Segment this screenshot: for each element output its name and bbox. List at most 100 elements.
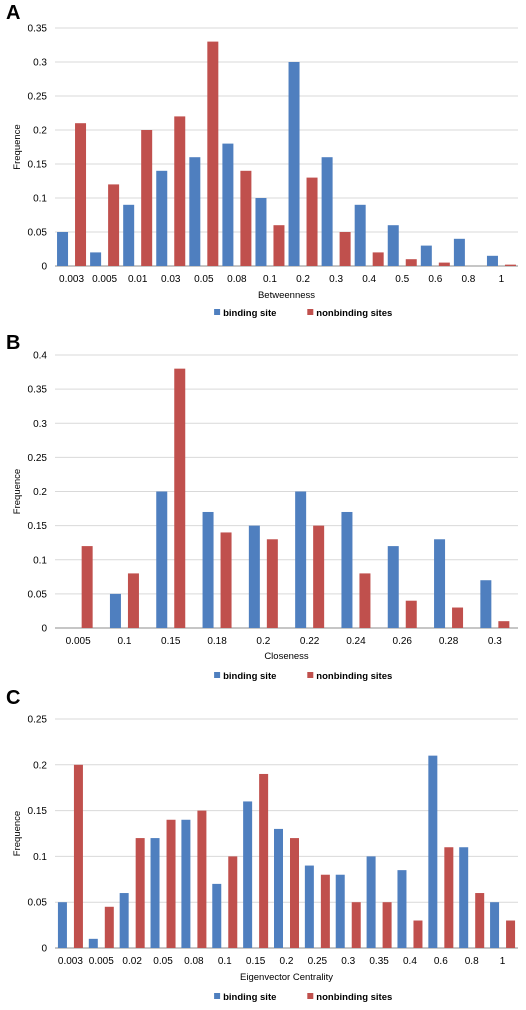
x-tick-label: 0.01 <box>128 274 148 285</box>
bar <box>438 262 450 266</box>
x-tick-label: 0.15 <box>246 956 266 967</box>
eigenvector-centrality-chart: 0 0.05 0.1 0.15 0.2 0.25 0.003 0.005 0.02 0.05 0.0… <box>12 715 518 1003</box>
x-tick-label: 0.4 <box>403 956 417 967</box>
bar <box>156 170 168 266</box>
bar <box>428 755 438 948</box>
bar <box>306 177 318 266</box>
closeness-chart: 0 0.05 0.1 0.15 0.2 0.25 0.3 0.35 0.4 0.005 0.1 0.1… <box>12 351 518 682</box>
bar <box>372 252 384 266</box>
y-tick-label: 0 <box>41 944 47 955</box>
legend-swatch <box>307 672 314 678</box>
y-tick-label: 0.3 <box>33 58 47 69</box>
bar <box>444 847 454 948</box>
x-tick-label: 0.3 <box>329 274 343 285</box>
legend-label: binding site <box>223 308 276 319</box>
bar <box>75 123 87 266</box>
bar <box>202 511 214 628</box>
bar <box>351 902 361 948</box>
bar <box>397 870 407 948</box>
chart-panel-c: C 0 0.05 0.1 0.15 0.2 0.25 0.003 0.005 0.02 0.05 0… <box>0 685 526 1010</box>
y-tick-label: 0.25 <box>28 715 48 726</box>
bar <box>321 157 333 266</box>
bar <box>174 368 186 628</box>
bar <box>288 62 300 266</box>
bar <box>141 130 153 266</box>
bar <box>255 198 267 266</box>
bar <box>207 41 219 266</box>
y-tick-label: 0.1 <box>33 194 47 205</box>
y-tick-label: 0.2 <box>33 760 47 771</box>
betweenness-chart: 0 0.05 0.1 0.15 0.2 0.25 0.3 0.35 0.003 0.005 0.01… <box>12 24 518 319</box>
x-tick-label: 0.2 <box>256 636 270 647</box>
bar <box>387 225 399 266</box>
x-tick-label: 0.08 <box>184 956 204 967</box>
bar <box>127 573 139 628</box>
y-tick-label: 0.2 <box>33 487 47 498</box>
x-tick-label: 0.26 <box>393 636 413 647</box>
bar <box>274 828 283 948</box>
panel-label: C <box>6 687 21 709</box>
x-tick-label: 1 <box>500 956 506 967</box>
bar <box>240 170 252 266</box>
x-tick-label: 0.003 <box>58 956 83 967</box>
bar <box>197 810 207 948</box>
bar <box>220 532 232 628</box>
bar <box>174 116 186 267</box>
x-tick-label: 0.3 <box>341 956 355 967</box>
bar <box>123 204 135 266</box>
y-tick-label: 0 <box>41 262 47 273</box>
x-tick-label: 0.1 <box>218 956 232 967</box>
bar <box>420 245 432 266</box>
panel-label: A <box>6 2 21 24</box>
x-tick-label: 0.4 <box>362 274 376 285</box>
y-tick-label: 0.3 <box>33 419 47 430</box>
x-tick-label: 1 <box>499 274 505 285</box>
y-tick-label: 0 <box>41 624 47 635</box>
bar <box>104 906 114 948</box>
bar <box>150 838 160 948</box>
bar <box>81 546 93 628</box>
bar <box>295 491 307 628</box>
x-tick-label: 0.6 <box>428 274 442 285</box>
x-tick-label: 0.05 <box>153 956 173 967</box>
y-tick-label: 0.05 <box>28 228 48 239</box>
y-axis-label: Frequence <box>12 811 23 856</box>
x-tick-label: 0.1 <box>263 274 277 285</box>
x-tick-label: 0.2 <box>280 956 294 967</box>
bar <box>490 902 500 948</box>
legend: binding site nonbinding sites <box>214 992 392 1003</box>
y-tick-label: 0.25 <box>28 92 48 103</box>
bar <box>354 204 366 266</box>
x-tick-label: 0.08 <box>227 274 247 285</box>
bar <box>320 874 330 948</box>
legend-swatch <box>214 309 221 315</box>
legend-label: nonbinding sites <box>316 671 392 682</box>
y-tick-label: 0.05 <box>28 589 48 600</box>
bar <box>506 920 516 948</box>
bar <box>405 259 417 266</box>
legend-label: binding site <box>223 671 276 682</box>
bar <box>228 856 238 948</box>
x-tick-label: 0.8 <box>461 274 475 285</box>
x-tick-label: 0.6 <box>434 956 448 967</box>
bar <box>259 773 269 948</box>
chart-panel-a: A 0 0.05 0.1 0.15 0.2 0.25 0.3 0.35 0.003 0.005 0.… <box>0 0 526 330</box>
y-tick-label: 0.15 <box>28 160 48 171</box>
bar <box>387 546 399 628</box>
bar <box>382 902 392 948</box>
y-tick-label: 0.35 <box>28 385 48 396</box>
x-tick-label: 0.003 <box>59 274 84 285</box>
bar <box>339 232 351 266</box>
legend-label: binding site <box>223 992 276 1003</box>
bar <box>248 525 260 628</box>
legend: binding site nonbinding sites <box>214 308 392 319</box>
legend-label: nonbinding sites <box>316 992 392 1003</box>
bar <box>189 157 201 266</box>
bar <box>88 938 98 948</box>
legend-swatch <box>307 993 314 999</box>
x-tick-label: 0.005 <box>92 274 117 285</box>
x-tick-label: 0.02 <box>122 956 142 967</box>
y-tick-label: 0.15 <box>28 806 48 817</box>
legend-swatch <box>214 993 221 999</box>
bar <box>181 819 191 948</box>
